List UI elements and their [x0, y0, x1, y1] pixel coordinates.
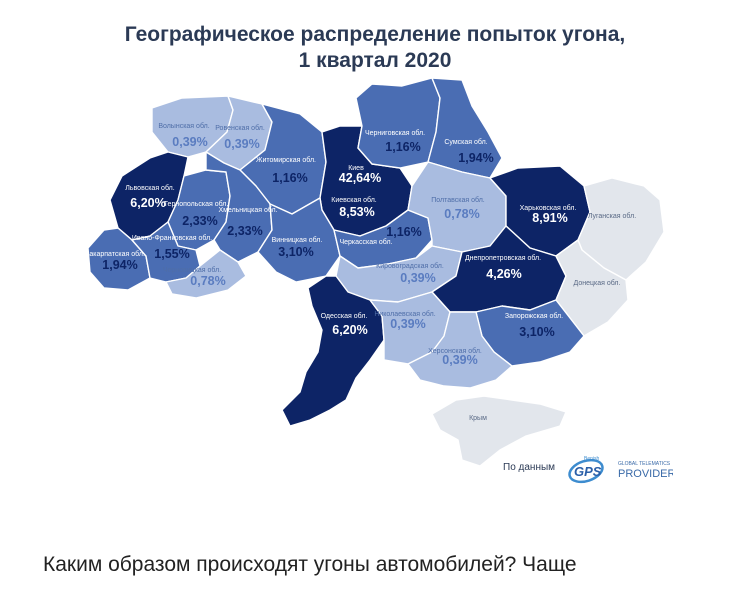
region-value-odesa: 6,20%	[332, 323, 367, 337]
region-value-kyiv_city: 42,64%	[339, 171, 381, 185]
region-name-mykolaiv: Николаевская обл.	[374, 310, 435, 318]
region-name-kyiv_city: Киев	[348, 165, 364, 172]
region-value-volyn: 0,39%	[172, 135, 207, 149]
region-value-dnipro: 4,26%	[486, 267, 521, 281]
region-value-rivne: 0,39%	[224, 137, 259, 151]
region-name-zaporizhzhia: Запорожская обл.	[505, 312, 563, 320]
region-value-ivano: 1,55%	[154, 247, 189, 261]
region-value-vinnytsia: 3,10%	[278, 245, 313, 259]
region-name-khmelnytskyi: Хмельницкая обл.	[218, 206, 277, 214]
region-name-rivne: Ровенская обл.	[215, 124, 265, 132]
region-name-kharkiv: Харьковская обл.	[520, 204, 577, 212]
region-name-chernihiv: Черниговская обл.	[365, 129, 425, 137]
region-name-dnipro: Днепропетровская обл.	[465, 254, 541, 262]
region-name-zakarpattia: Закарпатская обл.	[85, 250, 145, 258]
region-name-poltava: Полтавская обл.	[431, 196, 485, 204]
region-name-ternopil: Тернопольская обл.	[164, 200, 229, 208]
region-value-sumy: 1,94%	[458, 151, 493, 165]
logo-provider-line2: PROVIDER	[618, 468, 673, 480]
region-value-chernihiv: 1,16%	[385, 140, 420, 154]
map-svg: Волынская обл. 0,39% Ровенская обл. 0,39% Жи…	[85, 77, 665, 467]
region-value-mykolaiv: 0,39%	[390, 317, 425, 331]
region-value-lviv: 6,20%	[130, 196, 165, 210]
region-name-kirovohrad: Кировоградская обл.	[376, 262, 444, 270]
map-title-line2: 1 квартал 2020	[298, 49, 452, 72]
region-name-odesa: Одесская обл.	[321, 312, 368, 320]
region-chernivtsi	[165, 249, 247, 299]
region-value-zakarpattia: 1,94%	[102, 258, 137, 272]
region-name-lviv: Львовская обл.	[125, 184, 174, 192]
map-title: Географическое распределение попыток уго…	[0, 22, 750, 74]
region-name-cherkasy: Черкасская обл.	[339, 238, 392, 246]
region-name-kherson: Херсонская обл.	[428, 347, 482, 355]
logo-swoosh-icon	[568, 458, 604, 484]
region-luhansk	[577, 177, 665, 281]
region-chernihiv	[355, 77, 441, 169]
region-value-kirovohrad: 0,39%	[400, 271, 435, 285]
region-value-kherson: 0,39%	[442, 353, 477, 367]
region-name-ivano: Ивано-Франковская обл.	[132, 234, 212, 242]
logo-logo-small: Benish	[584, 456, 600, 462]
region-name-zhytomyr: Житомирская обл.	[256, 156, 316, 164]
region-odesa	[281, 275, 385, 427]
region-value-zaporizhzhia: 3,10%	[519, 325, 554, 339]
region-value-ternopil: 2,33%	[182, 214, 217, 228]
caption-text: Каким образом происходят угоны автомобил…	[43, 553, 577, 576]
region-value-kyiv_obl: 8,53%	[339, 205, 374, 219]
region-crimea	[431, 395, 567, 467]
region-name-vinnytsia: Винницкая обл.	[272, 236, 323, 244]
region-value-cherkasy: 1,16%	[386, 225, 421, 239]
region-name-chernivtsi: Черновицкая обл.	[163, 266, 221, 274]
logo-logo-text: GPS	[574, 464, 602, 479]
region-kherson	[407, 311, 513, 389]
region-vinnytsia	[257, 197, 341, 283]
logo-provider-line1: GLOBAL TELEMATICS	[618, 461, 671, 467]
source-label: По данным	[503, 462, 556, 473]
region-name-kyiv_obl: Киевская обл.	[331, 196, 377, 204]
region-value-zhytomyr: 1,16%	[272, 171, 307, 185]
region-name-luhansk: Луганская обл.	[588, 212, 636, 220]
ukraine-map: Волынская обл. 0,39% Ровенская обл. 0,39% Жи…	[85, 77, 665, 467]
provider-logo: Benish GPS GLOBAL TELEMATICS PROVIDER	[568, 452, 676, 488]
region-name-donetsk: Донецкая обл.	[574, 279, 621, 287]
region-value-kharkiv: 8,91%	[532, 211, 567, 225]
region-donetsk	[555, 239, 629, 337]
region-value-poltava: 0,78%	[444, 207, 479, 221]
region-name-crimea: Крым	[469, 415, 487, 422]
region-value-khmelnytskyi: 2,33%	[227, 224, 262, 238]
region-name-sumy: Сумская обл.	[444, 138, 487, 146]
region-value-chernivtsi: 0,78%	[190, 274, 225, 288]
map-title-line1: Географическое распределение попыток уго…	[124, 23, 626, 46]
region-name-volyn: Волынская обл.	[158, 122, 209, 130]
